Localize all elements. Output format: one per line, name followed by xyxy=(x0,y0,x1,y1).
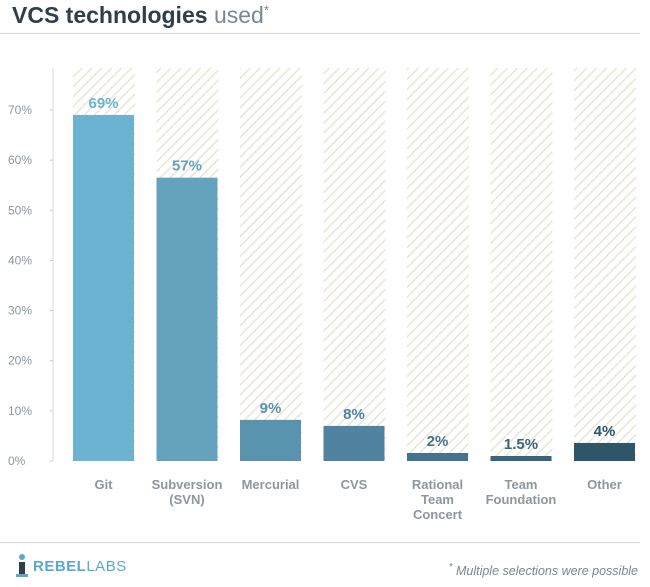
top-divider xyxy=(0,33,640,34)
bar-background xyxy=(490,68,553,461)
bar-background xyxy=(323,68,386,461)
bar-background xyxy=(574,68,636,461)
category-label: Git xyxy=(94,477,113,492)
data-label: 9% xyxy=(260,400,282,417)
logo-labs: LABS xyxy=(86,557,127,575)
footnote: * Multiple selections were possible xyxy=(449,562,638,578)
y-tick-label: 50% xyxy=(8,203,32,217)
category-label-line: Concert xyxy=(413,507,463,522)
footnote-text: Multiple selections were possible xyxy=(455,564,638,579)
data-label: 57% xyxy=(172,158,202,175)
category-label-line: CVS xyxy=(341,477,368,492)
y-tick-label: 20% xyxy=(8,354,32,368)
bar xyxy=(73,115,134,461)
title-asterisk: * xyxy=(263,2,269,18)
category-label: Team Foundation xyxy=(486,477,557,507)
bar xyxy=(323,425,385,461)
chart-title-light: used xyxy=(213,2,264,28)
logo-rebel: REBEL xyxy=(33,557,87,575)
bar xyxy=(407,452,468,461)
data-label: 4% xyxy=(594,423,616,440)
bar xyxy=(490,455,552,461)
bar xyxy=(240,419,301,461)
category-label-line: Team xyxy=(421,492,454,507)
bar-chart: 0% 10% 20% 30% 40% 50% 60% 70% 69% Git 57% Subvers… xyxy=(8,68,636,522)
data-label: 1.5% xyxy=(504,436,538,453)
chart-title-bold: VCS technologies xyxy=(12,2,208,28)
category-label-line: Team xyxy=(505,477,538,492)
y-tick-label: 40% xyxy=(8,253,32,267)
bar-background xyxy=(240,68,302,461)
y-tick-label: 10% xyxy=(8,404,32,418)
bar-background xyxy=(407,68,469,461)
y-tick-label: 70% xyxy=(8,103,32,117)
bar xyxy=(156,177,218,461)
y-tick-label: 0% xyxy=(8,454,26,468)
category-label-line: Rational xyxy=(412,477,463,492)
rebellabs-logo: REBELLABS xyxy=(14,552,127,580)
rebellabs-logo-icon xyxy=(16,554,28,577)
bar xyxy=(574,442,635,461)
y-tick-label: 60% xyxy=(8,153,32,167)
data-label: 8% xyxy=(343,406,365,423)
chart-title: VCS technologies used* xyxy=(12,2,269,29)
category-label: Other xyxy=(587,477,622,492)
footnote-asterisk: * xyxy=(448,562,453,573)
category-label: CVS xyxy=(341,477,368,492)
category-label-line: Mercurial xyxy=(242,477,300,492)
category-label-line: (SVN) xyxy=(169,492,204,507)
data-label: 2% xyxy=(427,433,449,450)
category-label-line: Foundation xyxy=(486,492,557,507)
category-label: Subversion (SVN) xyxy=(152,477,223,507)
category-label-line: Other xyxy=(587,477,622,492)
category-label: Rational Team Concert xyxy=(412,477,463,522)
bottom-divider xyxy=(0,542,640,543)
category-label-line: Subversion xyxy=(152,477,223,492)
logo-text: REBELLABS xyxy=(33,558,127,575)
data-label: 69% xyxy=(88,95,118,112)
category-label: Mercurial xyxy=(242,477,300,492)
category-label-line: Git xyxy=(94,477,113,492)
y-tick-label: 30% xyxy=(8,304,32,318)
